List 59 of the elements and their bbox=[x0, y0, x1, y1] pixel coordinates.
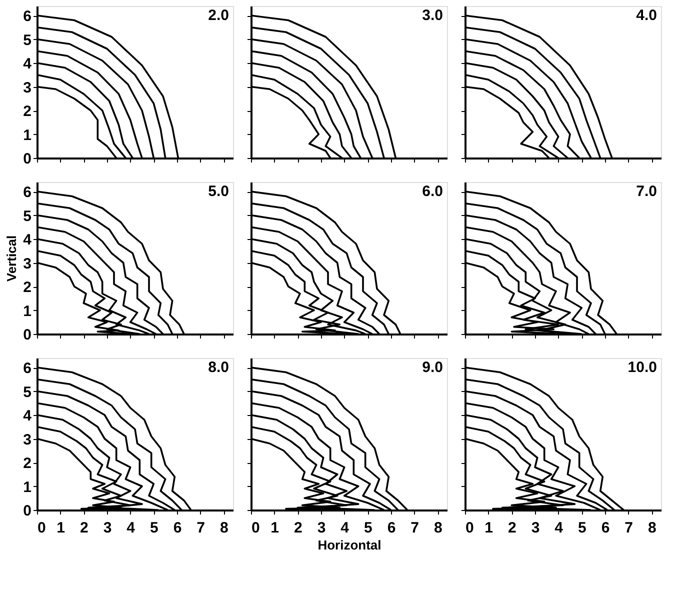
x-tick-label: 2 bbox=[80, 520, 88, 536]
y-tick-label: 1 bbox=[23, 126, 32, 144]
y-tick-label: 5 bbox=[23, 384, 32, 401]
y-axis-title: Vertical bbox=[4, 235, 20, 282]
x-tick-label: 7 bbox=[196, 520, 206, 536]
x-tick-label: 3 bbox=[103, 520, 112, 536]
y-tick-label: 4 bbox=[23, 232, 32, 248]
y-tick-label: 6 bbox=[23, 360, 32, 377]
annotation: 4.0 bbox=[636, 7, 657, 24]
x-tick-label: 2 bbox=[294, 520, 302, 536]
x-tick-label: 8 bbox=[434, 520, 442, 536]
y-tick-label: 6 bbox=[23, 8, 32, 25]
x-tick-label: 1 bbox=[484, 520, 494, 536]
annotation: 3.0 bbox=[422, 7, 443, 24]
x-tick-label: 1 bbox=[56, 520, 66, 536]
x-tick-label: 7 bbox=[624, 520, 634, 536]
x-tick-label: 5 bbox=[578, 520, 586, 536]
x-tick-label: 0 bbox=[466, 520, 474, 536]
x-tick-label: 4 bbox=[554, 520, 564, 536]
annotation: 2.0 bbox=[208, 7, 229, 24]
annotation: 9.0 bbox=[422, 359, 443, 376]
annotation: 8.0 bbox=[208, 359, 229, 376]
y-tick-label: 1 bbox=[23, 478, 32, 496]
y-tick-label: 2 bbox=[23, 455, 32, 472]
x-tick-label: 3 bbox=[531, 520, 540, 536]
y-tick-label: 5 bbox=[23, 32, 32, 49]
y-tick-label: 0 bbox=[23, 150, 32, 168]
x-tick-label: 5 bbox=[364, 520, 372, 536]
annotation: 7.0 bbox=[636, 183, 657, 200]
x-tick-label: 8 bbox=[648, 520, 656, 536]
x-tick-label: 6 bbox=[387, 520, 396, 536]
y-tick-label: 5 bbox=[23, 208, 32, 225]
x-tick-label: 7 bbox=[410, 520, 420, 536]
x-tick-label: 8 bbox=[220, 520, 228, 536]
y-tick-label: 3 bbox=[23, 79, 32, 96]
x-tick-label: 3 bbox=[317, 520, 326, 536]
y-tick-label: 3 bbox=[23, 431, 32, 448]
x-tick-label: 0 bbox=[38, 520, 46, 536]
x-tick-label: 5 bbox=[150, 520, 158, 536]
annotation: 10.0 bbox=[628, 359, 657, 376]
x-tick-label: 4 bbox=[126, 520, 136, 536]
x-axis-title: Horizontal bbox=[318, 538, 382, 552]
x-tick-label: 1 bbox=[270, 520, 280, 536]
y-tick-label: 1 bbox=[23, 302, 32, 320]
x-tick-label: 6 bbox=[601, 520, 610, 536]
x-tick-label: 6 bbox=[173, 520, 182, 536]
y-tick-label: 6 bbox=[23, 184, 32, 201]
y-tick-label: 2 bbox=[23, 279, 32, 296]
x-tick-label: 4 bbox=[340, 520, 350, 536]
y-tick-label: 0 bbox=[23, 502, 32, 520]
y-tick-label: 3 bbox=[23, 255, 32, 272]
annotation: 5.0 bbox=[208, 183, 229, 200]
y-tick-label: 2 bbox=[23, 103, 32, 120]
y-tick-label: 4 bbox=[23, 56, 32, 72]
y-tick-label: 0 bbox=[23, 326, 32, 344]
x-tick-label: 2 bbox=[508, 520, 516, 536]
y-tick-label: 4 bbox=[23, 408, 32, 424]
x-tick-label: 0 bbox=[252, 520, 260, 536]
annotation: 6.0 bbox=[422, 183, 443, 200]
